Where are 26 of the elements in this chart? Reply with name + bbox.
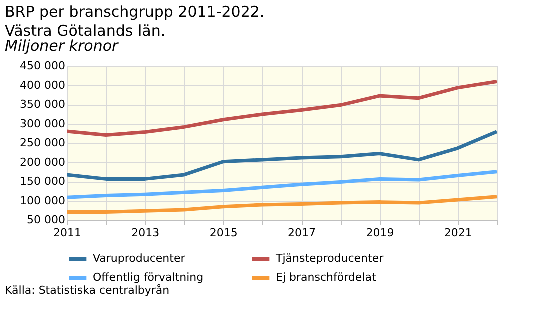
y-tick-label: 50 000 xyxy=(27,214,66,226)
x-tick-label: 2015 xyxy=(210,226,238,240)
y-tick-label: 200 000 xyxy=(20,156,66,169)
line-series xyxy=(67,170,497,200)
y-tick-label: 350 000 xyxy=(20,98,66,111)
legend-label: Varuproducenter xyxy=(93,252,186,265)
y-tick-label: 400 000 xyxy=(20,78,66,92)
x-tick-label: 2017 xyxy=(288,226,316,240)
y-tick-label: 150 000 xyxy=(20,175,66,188)
x-tick-label: 2021 xyxy=(444,226,472,240)
y-tick-label: 100 000 xyxy=(20,194,66,208)
y-tick-label: 250 000 xyxy=(20,136,66,150)
y-tick-label: 300 000 xyxy=(20,117,66,130)
line-series xyxy=(67,130,497,181)
line-series xyxy=(67,195,497,214)
x-tick-label: 2013 xyxy=(132,226,160,240)
line-series xyxy=(67,80,497,138)
y-tick-label: 450 000 xyxy=(20,60,66,72)
legend-label: Tjänsteproducenter xyxy=(275,252,384,265)
text: Källa: Statistiska centralbyrån xyxy=(5,284,170,297)
x-tick-label: 2019 xyxy=(366,226,394,240)
x-tick-label: 2011 xyxy=(54,226,82,240)
legend-label: Offentlig förvaltning xyxy=(93,271,204,284)
chart-title: BRP per branschgrupp 2011-2022. Västra Götalands län. xyxy=(5,3,265,40)
legend-label: Ej branschfördelat xyxy=(276,271,377,284)
chart-subtitle: Miljoner kronor xyxy=(5,37,120,55)
